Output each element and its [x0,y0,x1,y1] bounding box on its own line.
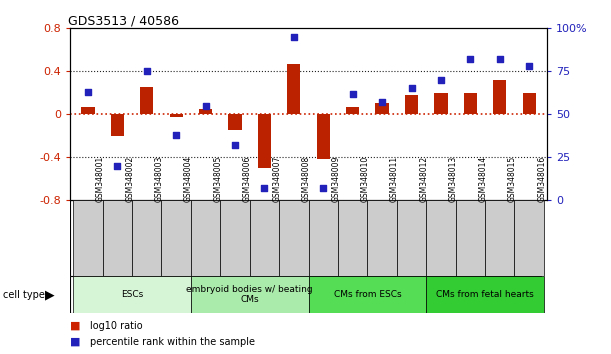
Point [377,99,387,105]
Bar [456,200,485,276]
Point [436,77,446,83]
Bar [426,200,456,276]
Bar [73,276,191,313]
Text: GSM348009: GSM348009 [331,156,340,202]
Text: GSM348006: GSM348006 [243,156,252,202]
Text: ■: ■ [70,321,81,331]
Bar [376,103,389,114]
Bar [514,200,544,276]
Bar [170,114,183,118]
Bar [250,200,279,276]
Text: GSM348004: GSM348004 [184,156,193,202]
Bar [464,93,477,114]
Bar [221,200,250,276]
Point [524,63,534,69]
Point [200,103,210,108]
Bar [405,95,418,114]
Point [230,142,240,148]
Point [466,56,475,62]
Text: ESCs: ESCs [121,290,143,299]
Point [348,91,357,96]
Text: GSM348002: GSM348002 [125,156,134,202]
Text: percentile rank within the sample: percentile rank within the sample [90,337,255,347]
Point [171,132,181,138]
Text: GSM348013: GSM348013 [449,156,458,202]
Bar [485,200,514,276]
Text: GSM348011: GSM348011 [390,156,399,202]
Text: embryoid bodies w/ beating
CMs: embryoid bodies w/ beating CMs [186,285,313,304]
Text: GSM348008: GSM348008 [302,156,311,202]
Text: cell type: cell type [3,290,45,300]
Bar [140,87,153,114]
Point [260,185,269,191]
Bar [316,114,330,159]
Bar [81,107,95,114]
Text: GSM348012: GSM348012 [420,156,428,202]
Bar [493,80,507,114]
Bar [522,93,536,114]
Text: GSM348003: GSM348003 [155,156,164,202]
Bar [132,200,161,276]
Bar [287,64,301,114]
Bar [367,200,397,276]
Bar [279,200,309,276]
Text: CMs from fetal hearts: CMs from fetal hearts [436,290,534,299]
Text: CMs from ESCs: CMs from ESCs [334,290,401,299]
Bar [426,276,544,313]
Bar [199,109,212,114]
Text: ▶: ▶ [45,288,54,301]
Point [407,86,417,91]
Bar [161,200,191,276]
Point [112,163,122,169]
Text: GSM348005: GSM348005 [213,156,222,202]
Text: GSM348001: GSM348001 [96,156,105,202]
Point [318,185,328,191]
Text: GSM348015: GSM348015 [508,156,517,202]
Text: GDS3513 / 40586: GDS3513 / 40586 [68,14,179,27]
Text: GSM348016: GSM348016 [537,156,546,202]
Bar [338,200,367,276]
Bar [434,93,448,114]
Text: GSM348014: GSM348014 [478,156,488,202]
Bar [258,114,271,168]
Text: GSM348010: GSM348010 [360,156,370,202]
Point [83,89,93,95]
Text: ■: ■ [70,337,81,347]
Bar [191,276,309,313]
Text: GSM348007: GSM348007 [273,156,282,202]
Bar [103,200,132,276]
Point [289,34,299,40]
Bar [229,114,241,130]
Bar [397,200,426,276]
Bar [191,200,221,276]
Point [495,56,505,62]
Point [142,68,152,74]
Bar [346,107,359,114]
Bar [309,200,338,276]
Bar [309,276,426,313]
Bar [111,114,124,136]
Bar [73,200,103,276]
Text: log10 ratio: log10 ratio [90,321,142,331]
